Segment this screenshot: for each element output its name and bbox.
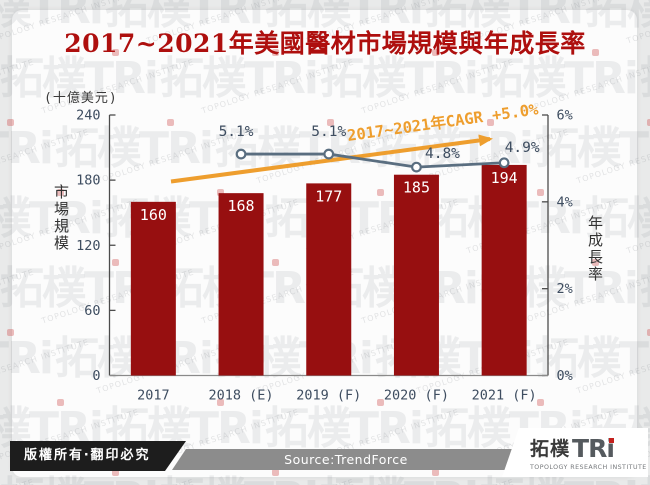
copyright-banner: 版權所有‧翻印必究 bbox=[10, 441, 186, 471]
chart-card bbox=[12, 10, 637, 477]
source-text: Source:TrendForce bbox=[284, 452, 408, 467]
left-axis-unit-label: (十億美元) bbox=[44, 91, 118, 106]
logo-text-cjk: 拓樸 bbox=[530, 438, 571, 460]
logo-text-latin: TRi bbox=[572, 434, 615, 463]
source-bar: Source:TrendForce bbox=[172, 449, 520, 470]
right-axis-title: 年成長率 bbox=[586, 215, 604, 283]
chart-title: 2017~2021年美國醫材市場規模與年成長率 bbox=[64, 29, 586, 58]
logo-red-dot-icon bbox=[608, 438, 614, 443]
left-axis-title: 市場規模 bbox=[52, 184, 70, 252]
logo-plate: 拓樸 TRi TOPOLOGY RESEARCH INSTITUTE bbox=[502, 428, 648, 477]
logo-line: 拓樸 TRi bbox=[530, 432, 648, 462]
copyright-text: 版權所有‧翻印必究 bbox=[24, 448, 151, 463]
logo-subtitle: TOPOLOGY RESEARCH INSTITUTE bbox=[530, 464, 647, 471]
